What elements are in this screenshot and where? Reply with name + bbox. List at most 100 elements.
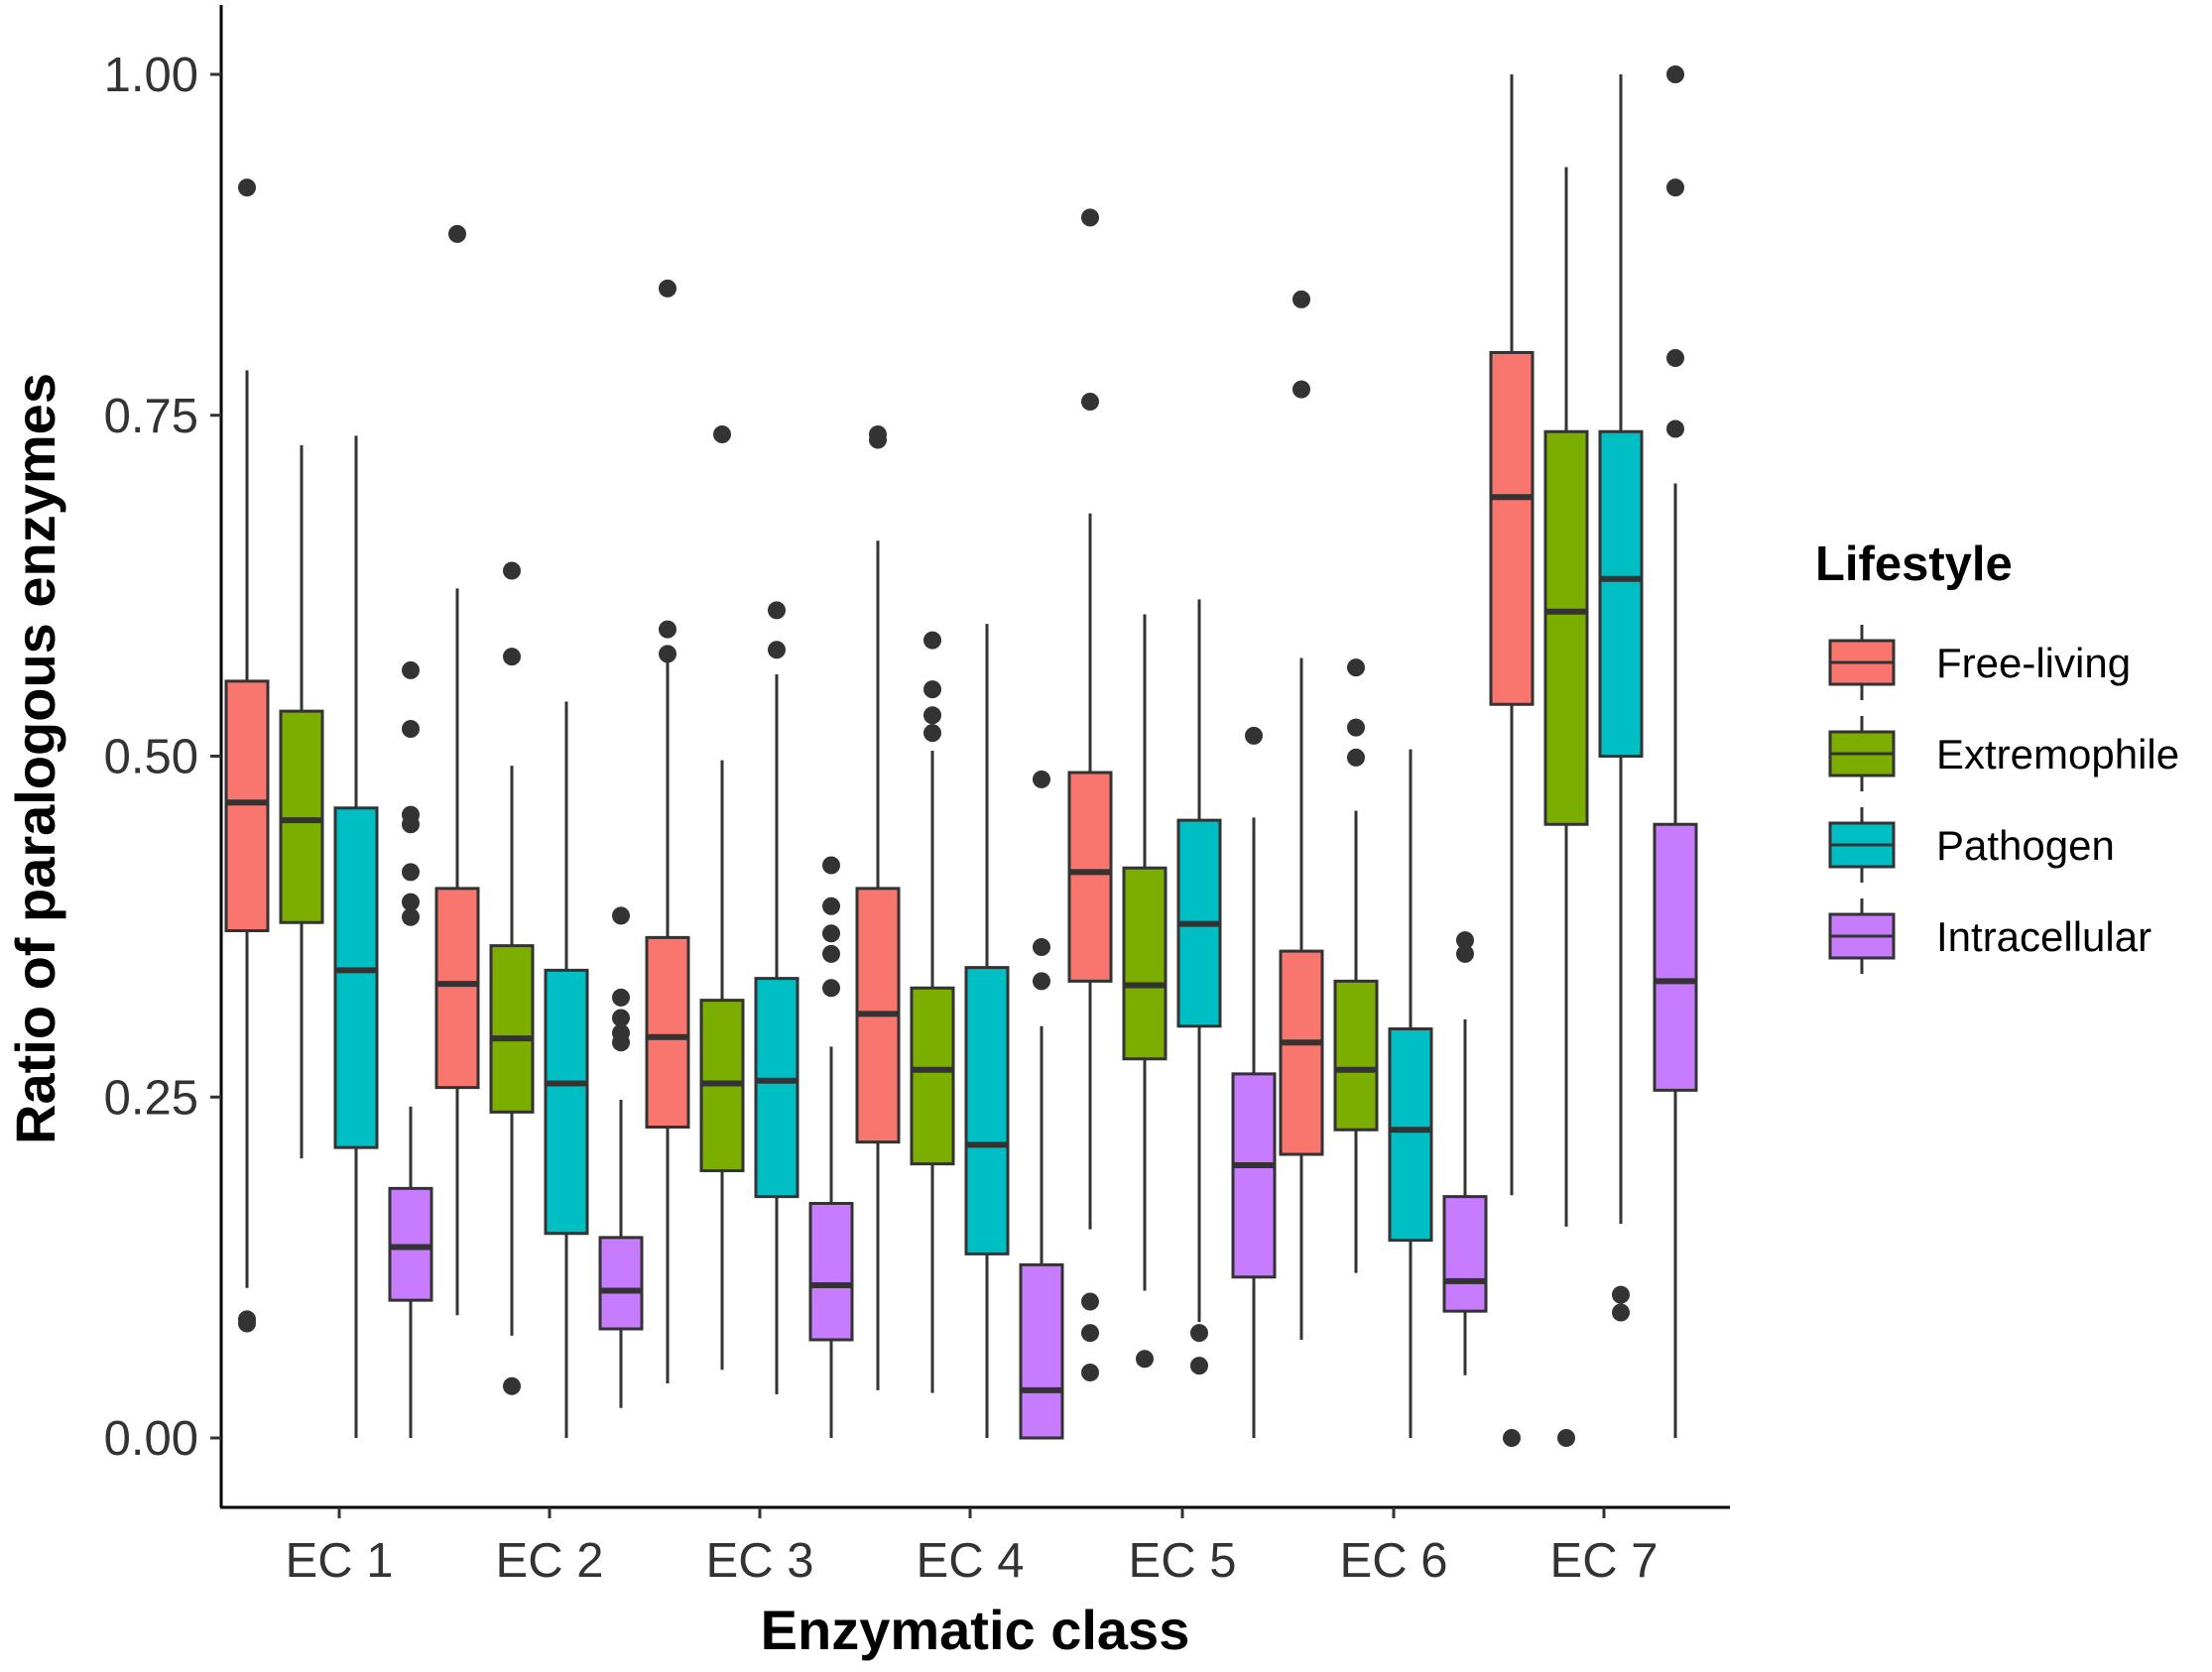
outlier-point [1292,290,1310,308]
x-tick-label: EC 6 [1340,1534,1448,1588]
outlier-point [923,706,941,725]
tick-labels: 0.00 0.25 0.50 0.75 1.00 EC 1 EC 2 EC 3 EC 4 EC 5… [104,49,1659,1588]
outlier-point [1081,393,1099,411]
box-free-living-2 [434,224,480,1316]
outlier-point [503,1376,521,1395]
outlier-point [1081,1324,1099,1343]
box-intracellular-5 [1231,726,1277,1438]
box-iqr [1489,351,1535,706]
box-free-living-6 [1279,290,1324,1340]
outlier-point [1612,1285,1630,1304]
legend-label: Intracellular [1936,913,2151,960]
outlier-point [1666,349,1684,367]
box-iqr [1543,429,1589,826]
x-tick-label: EC 2 [496,1534,604,1588]
x-tick-label: EC 3 [706,1534,814,1588]
outlier-point [402,815,420,834]
box-marks [224,65,1698,1447]
outlier-point [1245,726,1263,745]
outlier-point [612,1033,630,1052]
y-tick-label: 1.00 [104,49,198,102]
legend-item-intracellular: Intracellular [1828,898,2151,974]
outlier-point [1612,1303,1630,1322]
outlier-point [402,863,420,882]
x-axis-title: Enzymatic class [761,1599,1190,1661]
box-pathogen-4 [964,624,1010,1438]
box-iqr [1231,1072,1277,1279]
box-iqr [1279,949,1324,1156]
box-iqr [434,887,480,1090]
box-intracellular-7 [1653,65,1698,1438]
outlier-point [503,561,521,580]
x-tick-label: EC 7 [1550,1534,1659,1588]
box-iqr [1019,1262,1064,1440]
legend-label: Pathogen [1936,822,2115,869]
y-tick-label: 0.75 [104,390,198,443]
box-iqr [1122,866,1167,1061]
outlier-point [1503,1429,1521,1447]
x-tick-label: EC 4 [917,1534,1025,1588]
box-intracellular-4 [1019,770,1064,1440]
outlier-point [1456,931,1474,950]
outlier-point [238,1314,256,1333]
outlier-point [869,430,887,449]
box-iqr [910,986,955,1166]
outlier-point [1292,380,1310,399]
y-tick-label: 0.00 [104,1412,198,1466]
outlier-point [402,660,420,679]
outlier-point [1347,718,1365,737]
outlier-point [768,601,786,620]
outlier-point [1081,208,1099,227]
outlier-point [612,1009,630,1027]
outlier-point [448,224,466,243]
box-free-living-3 [645,279,690,1383]
box-intracellular-1 [388,660,433,1438]
box-iqr [1653,822,1698,1092]
box-iqr [279,709,324,924]
box-iqr [754,977,799,1199]
box-iqr [1333,979,1379,1132]
box-intracellular-3 [808,856,854,1438]
outlier-point [822,979,840,998]
outlier-point [1081,1292,1099,1311]
box-pathogen-1 [333,435,379,1438]
box-pathogen-2 [544,701,589,1438]
outlier-point [402,907,420,926]
box-pathogen-5 [1176,599,1222,1375]
box-extremophile-7 [1543,167,1589,1447]
outlier-point [1347,658,1365,677]
outlier-point [1033,938,1050,956]
outlier-point [612,988,630,1007]
outlier-point [1033,972,1050,991]
box-extremophile-6 [1333,658,1379,1273]
box-extremophile-3 [699,425,745,1371]
x-tick-label: EC 1 [286,1534,394,1588]
axes [219,5,1730,1509]
outlier-point [1081,1364,1099,1381]
outlier-point [402,720,420,738]
y-tick-label: 0.50 [104,731,198,784]
legend: Lifestyle Free-living Extremophile Pathoge… [1815,537,2179,974]
box-extremophile-5 [1122,614,1167,1369]
y-axis-title: Ratio of paralogous enzymes [4,373,66,1144]
box-iqr [1598,429,1644,758]
outlier-point [713,425,731,443]
box-iqr [489,944,535,1114]
outlier-point [503,648,521,666]
box-pathogen-3 [754,601,799,1394]
box-intracellular-6 [1442,931,1488,1375]
outlier-point [768,641,786,659]
box-free-living-4 [855,425,901,1390]
box-iqr [224,679,270,932]
box-iqr [645,935,690,1129]
box-iqr [1442,1195,1488,1313]
outlier-point [612,906,630,925]
box-free-living-5 [1067,208,1113,1381]
outlier-point [923,680,941,699]
outlier-point [1190,1357,1208,1375]
box-iqr [964,966,1010,1255]
box-free-living-1 [224,179,270,1333]
outlier-point [822,944,840,963]
outlier-point [659,620,676,639]
